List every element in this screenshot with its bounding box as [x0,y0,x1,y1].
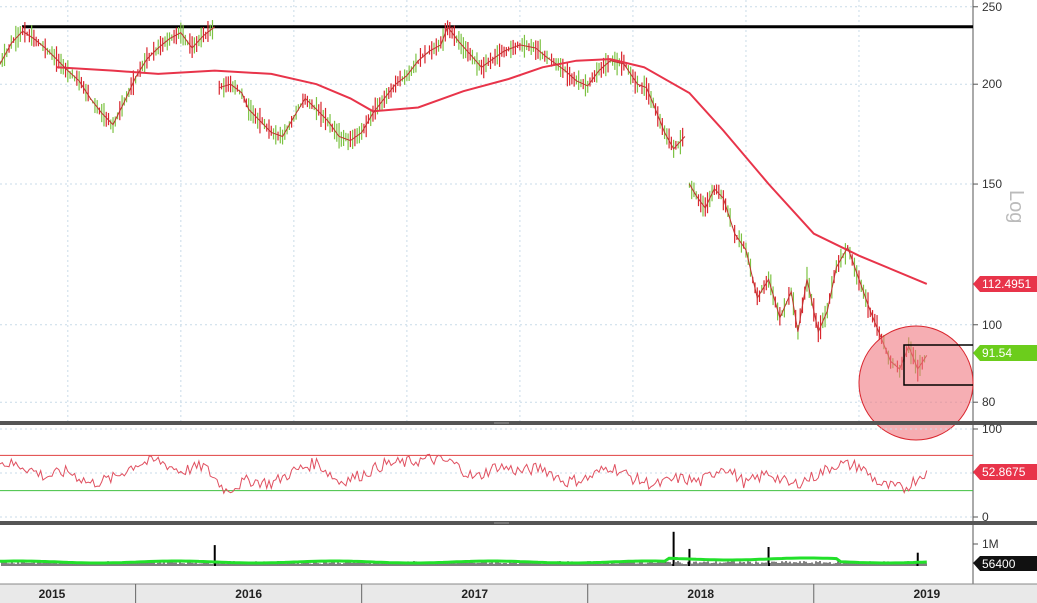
svg-text:52.8675: 52.8675 [982,465,1026,479]
svg-text:112.4951: 112.4951 [982,277,1031,291]
x-tick-label: 2019 [913,587,940,601]
rsi-tick-label: 0 [982,510,989,524]
last-price-badge: 91.54 [973,345,1037,361]
range-box [903,344,973,386]
highlight-circle [858,325,974,441]
x-tick-label: 2015 [39,587,66,601]
y-tick-label: 150 [982,177,1002,191]
ma-value-badge: 112.4951 [973,276,1037,292]
svg-text:91.54: 91.54 [982,346,1012,360]
x-axis-bg [0,584,1037,603]
y-tick-label: 80 [982,395,996,409]
x-tick-label: 2018 [687,587,714,601]
y-tick-label: 250 [982,0,1002,14]
volume-average-line [0,556,927,565]
rsi-line [0,453,928,495]
rsi-tick-label: 100 [982,422,1002,436]
y-tick-label: 200 [982,77,1002,91]
moving-average-line [56,58,928,285]
scale-type-label: Log [1005,190,1027,223]
panel-splitter[interactable] [0,521,1037,525]
y-tick-label: 100 [982,318,1002,332]
svg-text:56400: 56400 [982,557,1016,571]
x-tick-label: 2017 [461,587,488,601]
x-tick-label: 2016 [235,587,262,601]
volume-tick-label: 1M [982,537,999,551]
panel-splitter[interactable] [0,421,1037,425]
volume-value-badge: 56400 [973,556,1037,571]
rsi-value-badge: 52.8675 [973,464,1037,480]
